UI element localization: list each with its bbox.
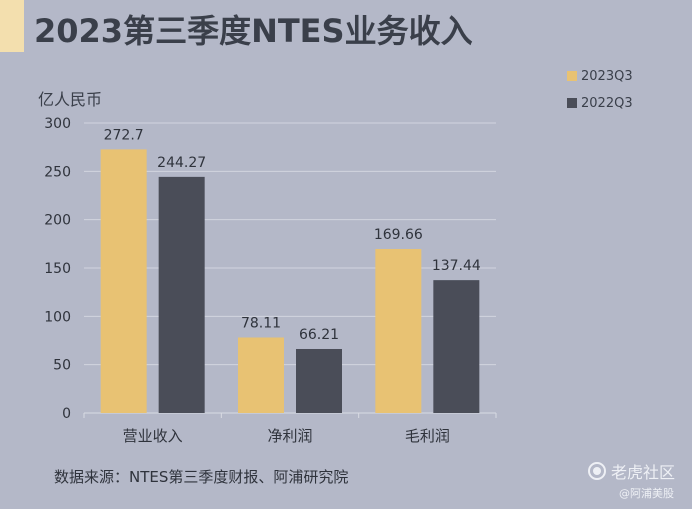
watermark-logo-text: 老虎社区: [611, 463, 676, 482]
title-accent-bar: [0, 0, 24, 52]
tiger-logo-icon: [588, 462, 606, 480]
bar: [158, 176, 205, 413]
legend-item-2022: 2022Q3: [567, 93, 633, 113]
y-tick-label: 100: [44, 309, 71, 325]
bar: [375, 248, 422, 413]
data-label: 137.44: [432, 258, 481, 274]
x-category-label: 营业收入: [123, 427, 183, 445]
x-category-label: 净利润: [267, 427, 312, 445]
data-label: 169.66: [374, 227, 423, 243]
legend-swatch-2023: [567, 71, 577, 81]
legend-label-2023: 2023Q3: [581, 68, 633, 84]
y-tick-label: 250: [44, 164, 71, 180]
chart-title: 2023第三季度NTES业务收入: [34, 12, 473, 50]
source-note: 数据来源：NTES第三季度财报、阿浦研究院: [54, 468, 349, 486]
data-label: 78.11: [241, 315, 281, 331]
y-tick-label: 300: [44, 116, 71, 132]
y-tick-label: 200: [44, 213, 71, 229]
y-axis-unit-label: 亿人民币: [38, 90, 103, 109]
watermark-logo: 老虎社区: [588, 459, 675, 483]
watermark-handle: @阿浦美股: [619, 487, 674, 500]
data-label: 66.21: [299, 327, 339, 343]
legend-label-2022: 2022Q3: [581, 95, 633, 111]
bar: [433, 280, 480, 413]
x-category-label: 毛利润: [405, 427, 450, 445]
bar: [100, 149, 147, 413]
y-tick-label: 150: [44, 261, 71, 277]
y-tick-label: 50: [53, 358, 71, 374]
bar: [238, 337, 284, 413]
legend: 2023Q3 2022Q3: [567, 66, 633, 120]
y-tick-label: 0: [62, 406, 71, 422]
data-label: 244.27: [157, 155, 206, 171]
legend-swatch-2022: [567, 98, 577, 108]
data-label: 272.7: [104, 127, 144, 143]
bar: [296, 348, 342, 413]
legend-item-2023: 2023Q3: [567, 66, 633, 86]
